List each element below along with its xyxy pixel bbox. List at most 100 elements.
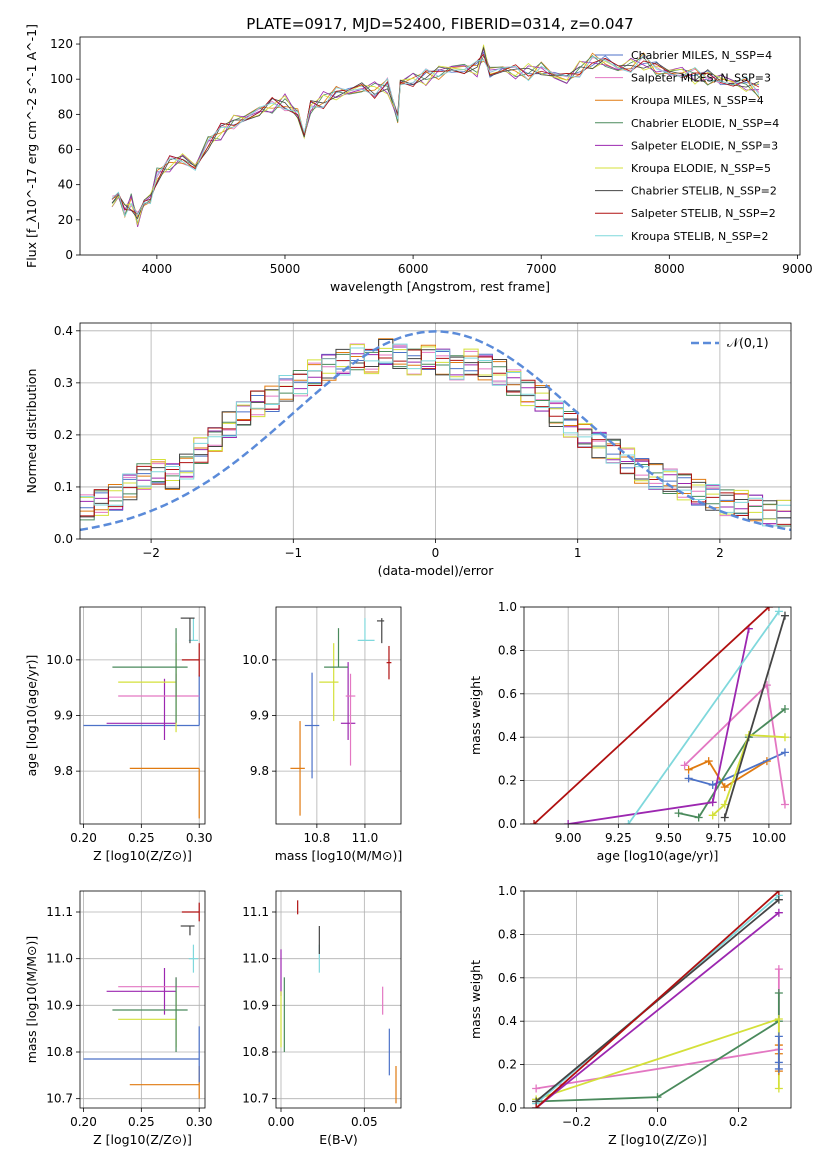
weight-line xyxy=(533,607,770,824)
weight-marker xyxy=(708,798,717,807)
weight-marker xyxy=(774,891,783,895)
weight-vs-age-ytick-label: 0.2 xyxy=(498,774,517,788)
weight-vs-Z-xtick-label: 0.2 xyxy=(729,1115,748,1129)
age-vs-mass-ytick-label: 9.8 xyxy=(250,764,269,778)
age-vs-mass-frame xyxy=(275,606,402,825)
weight-vs-Z-frame xyxy=(523,890,792,1109)
legend-label: Kroupa MILES, N_SSP=4 xyxy=(631,94,764,107)
mass-vs-EBV-ytick-label: 10.8 xyxy=(242,1045,269,1059)
weight-marker xyxy=(532,1084,541,1093)
spectrum-xtick-label: 7000 xyxy=(526,262,557,276)
weight-marker xyxy=(532,1104,541,1108)
spectrum-panel: 4000 5000 6000 7000 8000 9000 0 20 40 60 80 100 120 w… xyxy=(24,15,813,294)
residuals-ytick-label: 0.1 xyxy=(54,480,73,494)
weight-vs-Z-ytick-label: 0.0 xyxy=(498,1101,517,1115)
spectrum-ytick-label: 60 xyxy=(58,143,73,157)
mass-vs-Z-ytick-label: 10.9 xyxy=(46,998,73,1012)
age-vs-mass-xtick-label: 10.8 xyxy=(304,831,331,845)
spectrum-ytick-label: 0 xyxy=(65,248,73,262)
residuals-ylabel: Normed distribution xyxy=(24,369,39,494)
mass-vs-Z-ytick-label: 10.7 xyxy=(46,1092,73,1106)
age-vs-mass-ytick-label: 9.9 xyxy=(250,709,269,723)
spectrum-line xyxy=(111,53,760,218)
weight-marker xyxy=(708,811,717,820)
weight-marker xyxy=(774,607,783,616)
mass-vs-Z-ylabel: mass [log10(M/M⊙)] xyxy=(24,936,39,1064)
weight-vs-Z-ytick-label: 1.0 xyxy=(498,884,517,898)
weight-marker xyxy=(704,757,713,766)
weight-marker xyxy=(774,1084,783,1093)
weight-marker xyxy=(708,780,717,789)
legend-label: Salpeter MILES, N_SSP=3 xyxy=(631,72,771,85)
mass-vs-Z-xtick-label: 0.20 xyxy=(70,1115,97,1129)
spectrum-line xyxy=(111,52,760,219)
residuals-xtick-label: 1 xyxy=(574,546,582,560)
age-vs-Z-marks xyxy=(83,617,200,819)
residuals-ytick-label: 0.2 xyxy=(54,428,73,442)
legend-label: 𝒩(0,1) xyxy=(727,335,769,350)
weight-line xyxy=(535,911,780,1108)
weight-marker xyxy=(780,733,789,742)
spectrum-ytick-label: 40 xyxy=(58,178,73,192)
weight-marker xyxy=(720,800,729,809)
weight-marker xyxy=(774,895,783,904)
age-vs-Z-xlabel: Z [log10(Z/Z⊙)] xyxy=(93,848,192,863)
weight-vs-age-xlabel: age [log10(age/yr)] xyxy=(597,848,719,863)
weight-vs-Z-ytick-label: 0.2 xyxy=(498,1058,517,1072)
weight-vs-age-xtick-label: 9.50 xyxy=(655,831,682,845)
legend-label: Salpeter STELIB, N_SSP=2 xyxy=(631,207,776,220)
residuals-ytick-label: 0.4 xyxy=(54,324,73,338)
weight-marker xyxy=(674,809,683,818)
weight-marker xyxy=(680,761,689,770)
residuals-ytick-label: 0.0 xyxy=(54,532,73,546)
weight-vs-age-panel: 9.00 9.25 9.50 9.75 10.00 0.0 0.2 0.4 0.6 0.8 1.0 a… xyxy=(468,600,792,863)
weight-vs-age-ylabel: mass weight xyxy=(468,676,483,755)
weight-line xyxy=(627,610,780,824)
residuals-xtick-label: −2 xyxy=(142,546,160,560)
mass-vs-EBV-ytick-label: 10.7 xyxy=(242,1092,269,1106)
age-vs-Z-panel: 0.20 0.25 0.30 9.8 9.9 10.0 Z [log10(Z/Z⊙)] age… xyxy=(24,606,213,863)
weight-marker xyxy=(653,1093,662,1102)
age-vs-mass-xtick-label: 11.0 xyxy=(352,831,379,845)
weight-line xyxy=(535,891,780,1108)
age-vs-Z-ytick-label: 9.9 xyxy=(54,709,73,723)
weight-vs-age-ytick-label: 0.6 xyxy=(498,687,517,701)
legend-label: Chabrier STELIB, N_SSP=2 xyxy=(631,185,777,198)
spectrum-xtick-label: 9000 xyxy=(782,262,813,276)
weight-vs-age-xtick-label: 9.75 xyxy=(705,831,732,845)
weight-line xyxy=(723,615,786,818)
weight-marker xyxy=(624,820,633,824)
weight-marker xyxy=(564,820,573,824)
weight-vs-Z-xlabel: Z [log10(Z/Z⊙)] xyxy=(608,1132,707,1147)
weight-marker xyxy=(780,704,789,713)
age-vs-Z-xtick-label: 0.25 xyxy=(128,831,155,845)
spectrum-xtick-label: 6000 xyxy=(398,262,429,276)
weight-vs-Z-xtick-label: −0.2 xyxy=(562,1115,591,1129)
weight-vs-age-xtick-label: 9.25 xyxy=(605,831,632,845)
residuals-marks xyxy=(80,330,791,532)
spectrum-xlabel: wavelength [Angstrom, rest frame] xyxy=(330,279,550,294)
weight-marker xyxy=(764,607,773,611)
weight-vs-age-ytick-label: 1.0 xyxy=(498,600,517,614)
mass-vs-EBV-ytick-label: 10.9 xyxy=(242,998,269,1012)
legend-label: Chabrier MILES, N_SSP=4 xyxy=(631,49,772,62)
residuals-xlabel: (data-model)/error xyxy=(378,563,495,578)
mass-vs-EBV-xlabel: E(B-V) xyxy=(319,1132,358,1147)
weight-vs-Z-ylabel: mass weight xyxy=(468,960,483,1039)
mass-vs-Z-ytick-label: 11.0 xyxy=(46,952,73,966)
spectrum-ytick-label: 100 xyxy=(50,72,73,86)
mass-vs-EBV-xtick-label: 0.05 xyxy=(351,1115,378,1129)
weight-vs-age-ytick-label: 0.4 xyxy=(498,730,517,744)
weight-vs-Z-marks xyxy=(532,891,783,1108)
age-vs-Z-xtick-label: 0.30 xyxy=(186,831,213,845)
mass-vs-EBV-panel: 0.00 0.05 10.7 10.8 10.9 11.0 11.1 E(B-V) xyxy=(242,890,402,1147)
spectrum-line xyxy=(111,46,760,228)
age-vs-Z-xtick-label: 0.20 xyxy=(70,831,97,845)
residuals-xtick-label: 0 xyxy=(432,546,440,560)
residuals-ytick-label: 0.3 xyxy=(54,376,73,390)
weight-marker xyxy=(720,813,729,822)
weight-marker xyxy=(684,774,693,783)
spectrum-line xyxy=(111,53,760,215)
weight-marker xyxy=(694,813,703,822)
mass-vs-Z-frame xyxy=(79,890,206,1109)
